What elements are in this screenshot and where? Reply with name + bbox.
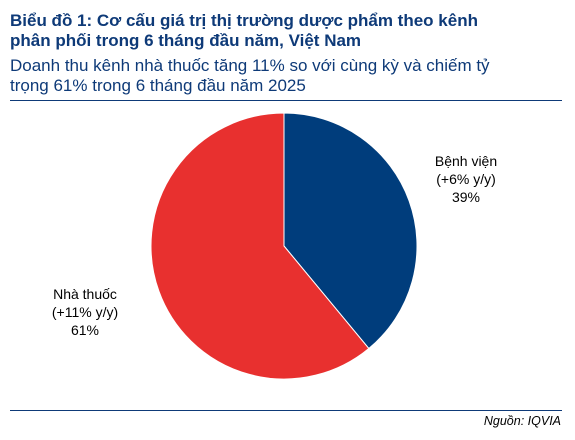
- chart-title-line-2: phân phối trong 6 tháng đầu năm, Việt Na…: [10, 31, 362, 50]
- slice-label-percent: 61%: [71, 322, 99, 338]
- pie-slice-hospital: [283, 112, 418, 350]
- source-note: Nguồn: IQVIA: [483, 414, 561, 428]
- slice-label-change: (+6% y/y): [436, 171, 496, 187]
- slice-label-name: Nhà thuốc: [53, 286, 117, 302]
- header-divider: [10, 100, 562, 101]
- chart-subtitle-line-2: trọng 61% trong 6 tháng đầu năm 2025: [10, 76, 306, 95]
- footer-divider: [10, 410, 562, 411]
- chart-title-line-1: Biểu đồ 1: Cơ cấu giá trị thị trường dượ…: [10, 11, 478, 30]
- pie-slice-pharmacy: [150, 112, 370, 380]
- slice-label-percent: 39%: [452, 189, 480, 205]
- pie-chart: Bệnh viện (+6% y/y) 39% Nhà thuốc (+11% y/y)…: [52, 112, 497, 380]
- chart-title: Biểu đồ 1: Cơ cấu giá trị thị trường dượ…: [10, 11, 562, 51]
- chart-subtitle-line-1: Doanh thu kênh nhà thuốc tăng 11% so với…: [10, 56, 490, 75]
- pie-labels: Bệnh viện (+6% y/y) 39% Nhà thuốc (+11% y/y)…: [52, 153, 497, 338]
- slice-label-change: (+11% y/y): [52, 304, 118, 320]
- pie-slices: [150, 112, 418, 380]
- slice-label-name: Bệnh viện: [435, 153, 497, 169]
- chart-subtitle: Doanh thu kênh nhà thuốc tăng 11% so với…: [10, 56, 562, 96]
